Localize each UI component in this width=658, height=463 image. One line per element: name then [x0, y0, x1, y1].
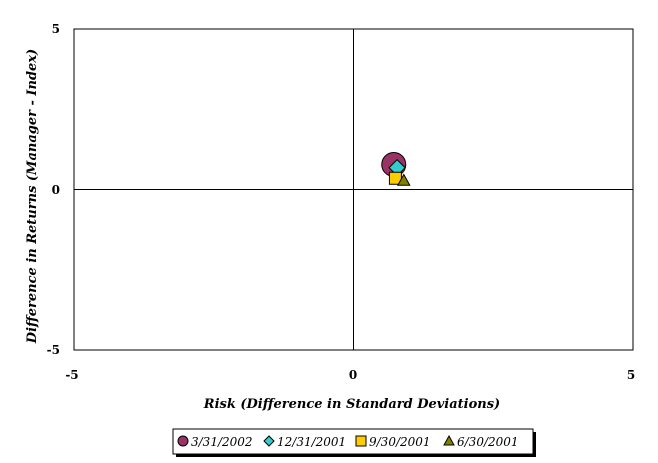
y-tick-label: 0 — [52, 183, 60, 197]
legend-label: 3/31/2002 — [191, 435, 253, 449]
legend-marker-square — [355, 435, 367, 447]
legend-label: 9/30/2001 — [369, 435, 431, 449]
y-tick-label: -5 — [47, 343, 60, 357]
data-point-triangle — [396, 173, 411, 186]
legend-label: 12/31/2001 — [277, 435, 346, 449]
x-tick-label: 0 — [349, 368, 357, 382]
legend-marker-triangle — [443, 434, 455, 446]
x-axis-title: Risk (Difference in Standard Deviations) — [203, 397, 500, 412]
legend: 3/31/2002 12/31/2001 9/30/2001 6/30/2001 — [177, 434, 519, 449]
data-markers — [381, 151, 411, 186]
legend-marker-circle — [177, 435, 189, 447]
x-tick-label: -5 — [65, 368, 78, 382]
legend-box — [172, 428, 534, 455]
y-tick-label: 5 — [52, 22, 60, 36]
legend-label: 6/30/2001 — [457, 435, 519, 449]
x-tick-label: 5 — [627, 368, 635, 382]
legend-marker-diamond — [263, 435, 275, 447]
y-axis-title: Difference in Returns (Manager - Index) — [25, 49, 40, 344]
